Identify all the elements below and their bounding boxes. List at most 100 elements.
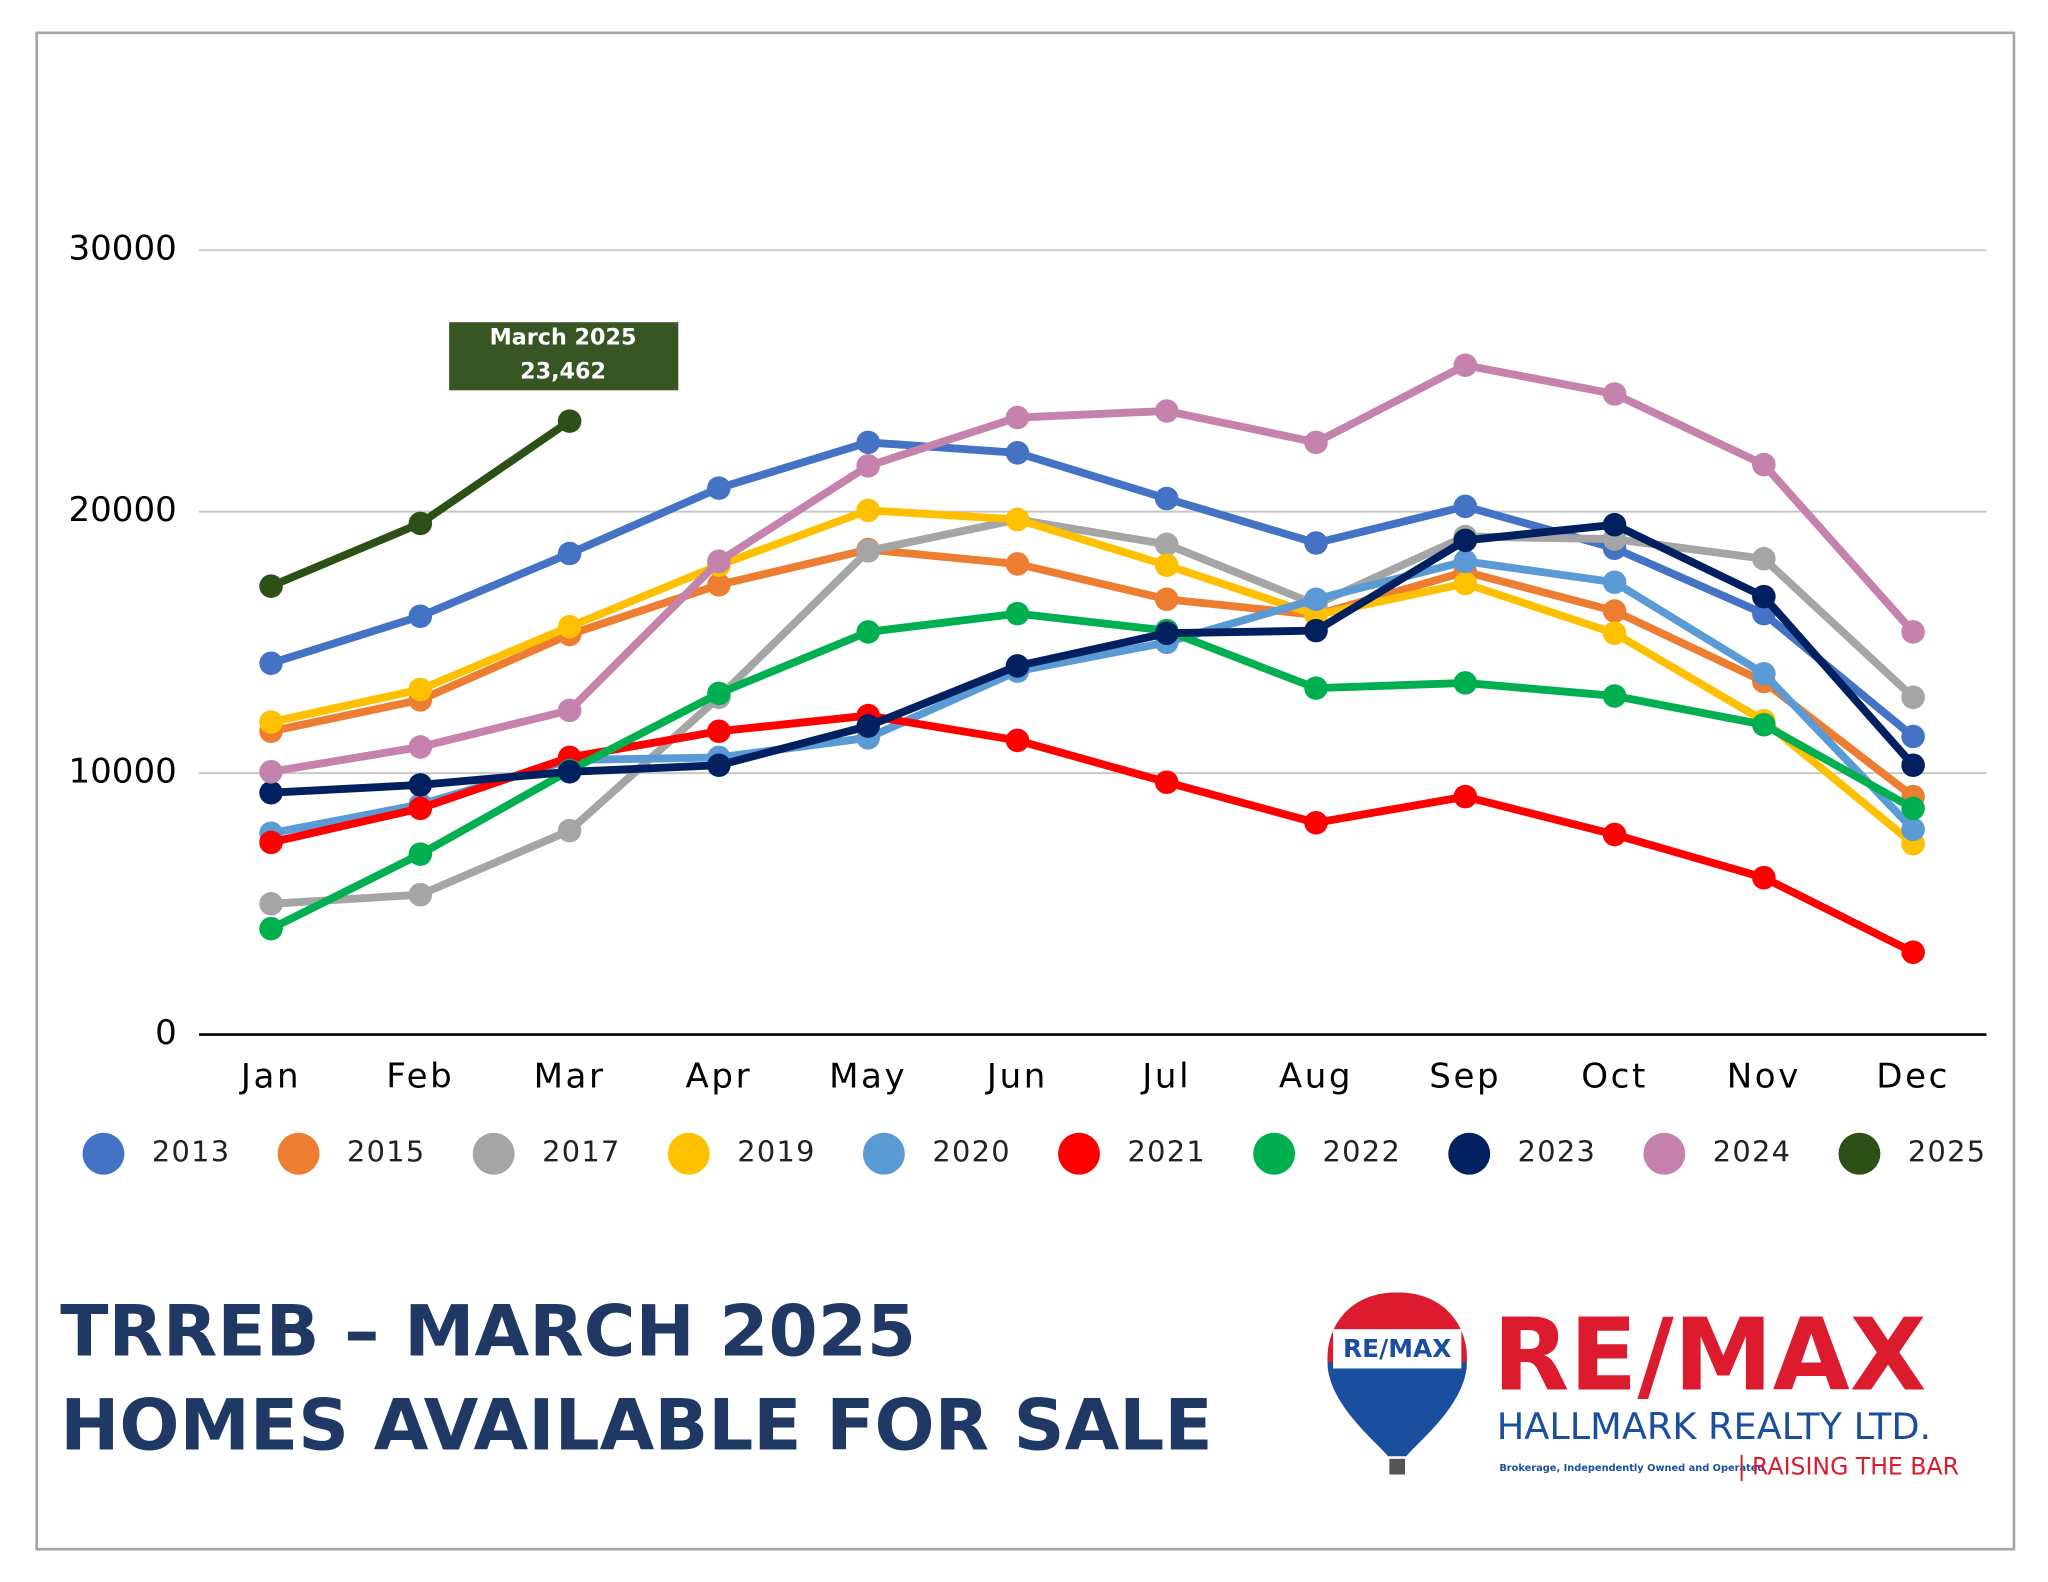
point [1005, 601, 1030, 626]
point [1453, 571, 1478, 596]
point [1304, 587, 1328, 612]
legend-label: 2017 [542, 1135, 621, 1169]
legend-marker [277, 1132, 320, 1175]
legend-label: 2015 [347, 1135, 426, 1169]
point [1901, 685, 1925, 710]
point [557, 541, 582, 566]
x-tick-label: May [829, 1056, 907, 1096]
point [1005, 728, 1030, 753]
point [856, 539, 880, 563]
point [259, 574, 283, 598]
point [1154, 399, 1179, 423]
point [707, 719, 731, 744]
legend-marker [1838, 1132, 1881, 1175]
legend-marker [862, 1132, 905, 1175]
y-tick-label: 10000 [69, 752, 177, 792]
annotation-box [449, 322, 679, 391]
point [259, 651, 283, 676]
series-line [270, 361, 1917, 776]
point [1453, 353, 1478, 378]
x-tick-label: Apr [686, 1056, 753, 1096]
y-tick-label: 20000 [69, 490, 177, 530]
point [1154, 621, 1179, 646]
x-tick-label: Oct [1581, 1056, 1648, 1096]
series-line [269, 438, 1916, 740]
legend-label: 2021 [1127, 1135, 1206, 1169]
point [557, 760, 582, 784]
point [1304, 810, 1328, 835]
point [1752, 546, 1776, 571]
y-tick-label: 30000 [69, 229, 177, 269]
x-tick-label: Mar [534, 1056, 606, 1096]
point [408, 735, 433, 759]
series-line [269, 609, 1916, 933]
point [1154, 587, 1179, 612]
point [1602, 822, 1627, 847]
point [707, 573, 731, 597]
point [259, 710, 283, 734]
point [1602, 599, 1627, 623]
point [1304, 531, 1328, 555]
point [1154, 553, 1179, 578]
point [1154, 486, 1179, 511]
point [856, 454, 880, 478]
point [1752, 712, 1776, 737]
point [1453, 671, 1478, 695]
point [707, 753, 731, 778]
point [1752, 661, 1776, 686]
company: HALLMARK REALTY LTD. [1497, 1405, 1932, 1448]
annotation-text: March 2025 [490, 324, 637, 350]
point [1602, 684, 1627, 708]
point [557, 614, 582, 639]
point [1005, 552, 1030, 576]
point [707, 549, 731, 574]
data-label: 23,462 [520, 358, 606, 384]
plot-area: 0 10000 20000 30000 Jan Feb Mar Apr May Jun Jul Aug… [69, 229, 1987, 1175]
x-tick-label: Feb [386, 1056, 454, 1096]
point [1901, 753, 1925, 778]
basket [1389, 1458, 1406, 1475]
point [1602, 570, 1627, 595]
legend-marker [1058, 1132, 1100, 1175]
x-tick-label: Jul [1140, 1056, 1191, 1096]
logo: RE/MAX RE/MAX HALLMARK REALTY LTD. Broke… [1327, 1292, 1959, 1482]
series-line [270, 711, 1915, 956]
y-tick-label: 0 [155, 1013, 177, 1053]
legend-marker [1643, 1132, 1686, 1175]
point [1154, 770, 1179, 795]
x-tick-label: Jun [985, 1056, 1048, 1096]
point [259, 830, 283, 855]
point [1005, 441, 1030, 465]
legend-marker [667, 1132, 710, 1175]
point [1602, 382, 1627, 406]
point [259, 892, 283, 916]
point [1752, 452, 1776, 477]
point [1453, 494, 1478, 519]
legend-marker [1448, 1132, 1491, 1175]
point [557, 409, 582, 433]
point [259, 760, 283, 784]
point [1602, 621, 1627, 646]
point [1005, 507, 1030, 532]
point [1453, 784, 1478, 809]
point [408, 604, 433, 629]
point [1901, 724, 1925, 749]
point [408, 842, 433, 866]
point [856, 620, 880, 644]
legend-marker [472, 1132, 515, 1175]
point [1154, 532, 1179, 557]
point [856, 498, 880, 523]
point [1005, 405, 1030, 430]
point [557, 698, 582, 723]
series-line [270, 545, 1916, 800]
legend-label: 2019 [737, 1135, 816, 1169]
point [408, 796, 433, 821]
legend-label: 2024 [1713, 1135, 1792, 1169]
point [1752, 865, 1776, 890]
legend-marker [1253, 1132, 1296, 1175]
point [1901, 620, 1925, 644]
point [408, 882, 433, 907]
legend-label: 2025 [1908, 1135, 1987, 1169]
point [856, 714, 880, 738]
